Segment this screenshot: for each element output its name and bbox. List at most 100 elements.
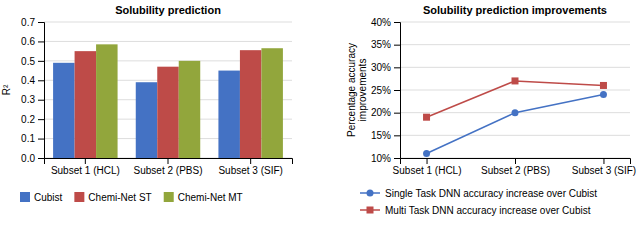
x-tick-label: Subset 1 (HCL) bbox=[51, 165, 120, 176]
x-tick-mark bbox=[515, 158, 516, 164]
grid-line bbox=[400, 22, 630, 23]
y-tick-label: 0.0 bbox=[21, 153, 35, 164]
y-tick-mark bbox=[394, 113, 400, 114]
y-axis-line bbox=[394, 23, 401, 159]
y-tick-label: 0.4 bbox=[21, 75, 35, 86]
y-tick: 0.1 bbox=[21, 133, 44, 144]
y-tick: 10% bbox=[371, 153, 400, 164]
y-axis: 10% 15% 20% 25% 30% 35% 40% bbox=[371, 17, 401, 164]
y-tick-label: 0.5 bbox=[21, 56, 35, 67]
y-tick: 35% bbox=[371, 39, 400, 50]
x-tick-label: Subset 3 (SIF) bbox=[572, 165, 636, 176]
y-tick-mark bbox=[38, 100, 44, 101]
grid bbox=[44, 22, 292, 158]
y-tick: 0.3 bbox=[21, 94, 44, 105]
marker bbox=[423, 114, 430, 121]
y-tick: 0.6 bbox=[21, 36, 44, 47]
y-tick: 15% bbox=[371, 130, 400, 141]
marker bbox=[600, 91, 607, 98]
marker bbox=[512, 109, 519, 116]
y-tick: 0.5 bbox=[21, 56, 44, 67]
legend-swatch bbox=[20, 192, 30, 202]
bar bbox=[136, 82, 157, 158]
y-tick-label: 0.7 bbox=[21, 17, 35, 28]
legend-label: Chemi-Net ST bbox=[88, 192, 151, 203]
x-tick-label: Subset 2 (PBS) bbox=[134, 165, 203, 176]
x-tick-mark bbox=[168, 158, 169, 164]
legend-label: Chemi-Net MT bbox=[178, 192, 243, 203]
legend-label: Cubist bbox=[34, 192, 63, 203]
marker bbox=[423, 150, 430, 157]
legend-label: Single Task DNN accuracy increase over C… bbox=[385, 188, 597, 199]
y-tick-mark bbox=[38, 139, 44, 140]
y-tick: 0.4 bbox=[21, 75, 44, 86]
y-tick-label: 20% bbox=[371, 107, 391, 118]
y-axis-title-line: R² bbox=[1, 84, 12, 95]
y-axis-title: R² bbox=[1, 84, 12, 95]
bar bbox=[240, 50, 261, 158]
y-tick-mark bbox=[38, 22, 44, 23]
x-axis-line bbox=[401, 159, 631, 165]
chart-root: 0.00.10.20.30.40.50.60.7Subset 1 (HCL)Su… bbox=[0, 0, 640, 231]
x-tick-mark bbox=[250, 158, 251, 164]
legend-item: Cubist bbox=[20, 192, 63, 203]
x-axis: Subset 1 (HCL) Subset 2 (PBS) Subset 3 (SI… bbox=[45, 158, 293, 176]
y-tick-label: 15% bbox=[371, 130, 391, 141]
y-tick: 20% bbox=[371, 107, 400, 118]
y-tick: 25% bbox=[371, 85, 400, 96]
legend-item: Multi Task DNN accuracy increase over Cu… bbox=[360, 205, 591, 216]
line bbox=[427, 81, 604, 117]
grid bbox=[400, 22, 630, 158]
line-series bbox=[423, 91, 607, 157]
y-tick-mark bbox=[394, 45, 400, 46]
y-tick-label: 30% bbox=[371, 62, 391, 73]
y-tick-mark bbox=[394, 135, 400, 136]
legend-swatch bbox=[164, 192, 174, 202]
y-tick-mark bbox=[38, 158, 44, 159]
x-tick: Subset 2 (PBS) bbox=[134, 158, 203, 176]
y-tick-label: 0.6 bbox=[21, 36, 35, 47]
panel: 0.00.10.20.30.40.50.60.7Subset 1 (HCL)Su… bbox=[1, 4, 293, 203]
x-tick: Subset 3 (SIF) bbox=[572, 158, 636, 176]
legend-item: Single Task DNN accuracy increase over C… bbox=[360, 188, 597, 199]
legend-item: Chemi-Net MT bbox=[164, 192, 243, 203]
y-tick-label: 0.1 bbox=[21, 133, 35, 144]
y-axis-title: Percentage accuracyimprovements bbox=[346, 43, 368, 137]
y-tick-mark bbox=[394, 90, 400, 91]
plot-area bbox=[53, 44, 283, 158]
y-tick-label: 35% bbox=[371, 39, 391, 50]
y-axis-title-line: Percentage accuracy bbox=[346, 43, 357, 137]
x-axis: Subset 1 (HCL) Subset 2 (PBS) Subset 3 (SI… bbox=[393, 158, 637, 176]
x-tick: Subset 1 (HCL) bbox=[393, 158, 462, 176]
grid-line bbox=[400, 44, 630, 45]
plot-area bbox=[423, 77, 607, 157]
line bbox=[427, 95, 604, 154]
y-tick-mark bbox=[394, 67, 400, 68]
x-tick-mark bbox=[427, 158, 428, 164]
bar-series bbox=[96, 44, 283, 158]
y-tick-label: 40% bbox=[371, 17, 391, 28]
legend-item: Chemi-Net ST bbox=[74, 192, 151, 203]
bar bbox=[261, 48, 282, 158]
y-tick-mark bbox=[38, 119, 44, 120]
title: Solubility prediction bbox=[115, 4, 221, 16]
y-tick-mark bbox=[38, 61, 44, 62]
bar bbox=[179, 61, 200, 158]
y-tick: 0.0 bbox=[21, 153, 44, 164]
legend-label: Multi Task DNN accuracy increase over Cu… bbox=[385, 205, 591, 216]
grid-line bbox=[44, 22, 292, 23]
grid-line bbox=[400, 90, 630, 91]
grid-line bbox=[400, 67, 630, 68]
x-tick-mark bbox=[85, 158, 86, 164]
y-tick: 0.2 bbox=[21, 114, 44, 125]
legend: Single Task DNN accuracy increase over C… bbox=[360, 188, 597, 216]
line-series bbox=[423, 77, 607, 120]
marker bbox=[512, 77, 519, 84]
title: Solubility prediction improvements bbox=[423, 4, 607, 16]
x-tick: Subset 3 (SIF) bbox=[218, 158, 282, 176]
y-tick-mark bbox=[38, 41, 44, 42]
x-tick-label: Subset 2 (PBS) bbox=[481, 165, 550, 176]
bar bbox=[96, 44, 117, 158]
x-tick-mark bbox=[603, 158, 604, 164]
bar bbox=[53, 63, 74, 158]
